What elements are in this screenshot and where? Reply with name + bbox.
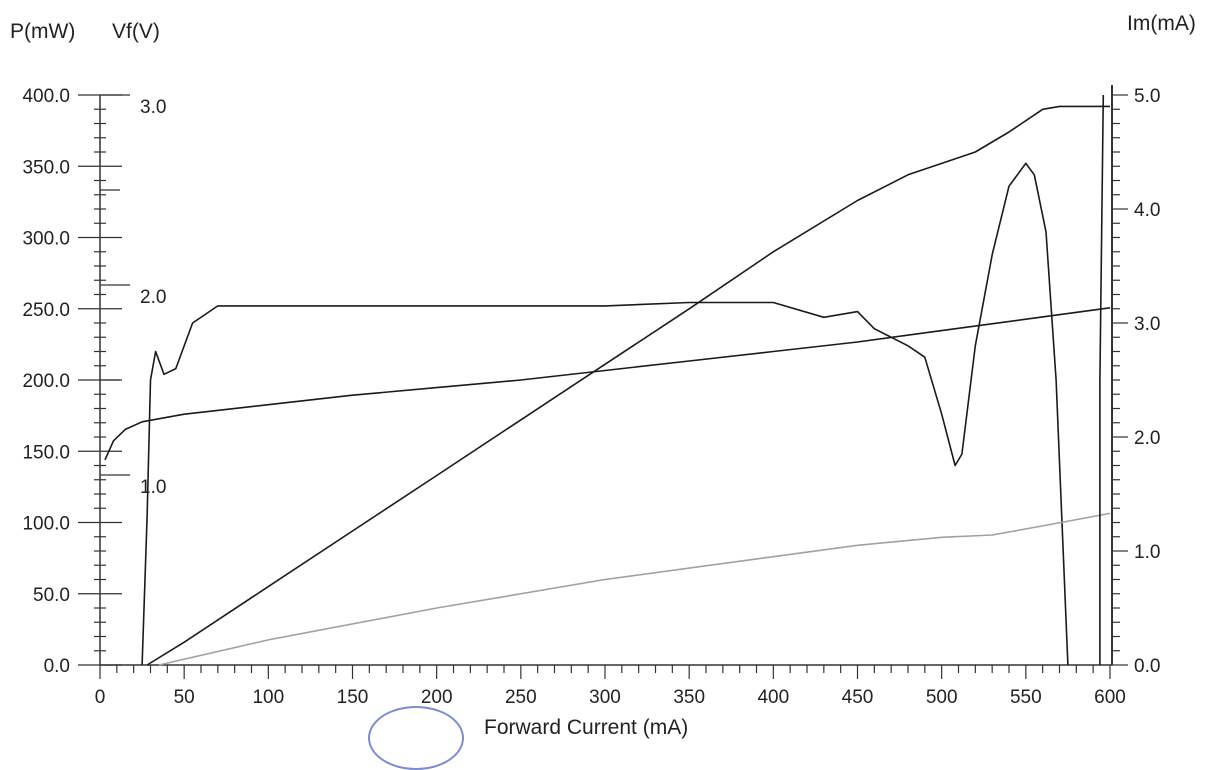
power-tick-label: 350.0 [22,157,70,178]
voltage-tick-label: 1.0 [140,477,166,498]
power-tick-label: 50.0 [33,585,70,606]
x-tick-label: 400 [757,687,789,708]
monitor-tick-label: 1.0 [1134,542,1160,563]
x-tick-label: 300 [589,687,621,708]
power-tick-label: 100.0 [22,514,70,535]
power-axis-title: P(mW) [10,20,76,43]
x-tick-label: 0 [95,687,106,708]
power-tick-label: 200.0 [22,371,70,392]
power-tick-label: 250.0 [22,300,70,321]
power-tick-label: 150.0 [22,442,70,463]
x-tick-label: 450 [842,687,874,708]
monitor-tick-label: 0.0 [1134,656,1160,677]
voltage-axis-title: Vf(V) [112,20,160,43]
monitor-tick-label: 5.0 [1134,86,1160,107]
liv-chart: 0 50 100 150 200 250 300 350 400 450 500 550 600 0.0 5… [22,85,1160,708]
series-line-1 [104,307,1111,461]
x-tick-label: 250 [505,687,537,708]
x-tick-label: 200 [421,687,453,708]
x-tick-label: 150 [337,687,369,708]
monitor-tick-label: 4.0 [1134,200,1160,221]
x-tick-label: 50 [174,687,195,708]
series-line-4 [1099,94,1105,665]
power-tick-label: 300.0 [22,229,70,250]
x-axis-title: Forward Current (mA) [484,716,689,739]
series-line-3 [158,512,1111,666]
x-tick-label: 100 [252,687,284,708]
power-tick-label: 0.0 [44,656,70,677]
power-tick-label: 400.0 [22,86,70,107]
x-tick-label: 500 [926,687,958,708]
x-tick-label: 550 [1010,687,1042,708]
series-line-2 [141,162,1069,666]
voltage-tick-label: 2.0 [140,287,166,308]
stamp-mark [368,706,464,770]
x-tick-label: 350 [673,687,705,708]
series-line-0 [146,105,1110,666]
voltage-tick-label: 3.0 [140,97,166,118]
monitor-axis-title: Im(mA) [1127,12,1196,35]
monitor-tick-label: 3.0 [1134,314,1160,335]
x-tick-label: 600 [1094,687,1126,708]
monitor-tick-label: 2.0 [1134,428,1160,449]
